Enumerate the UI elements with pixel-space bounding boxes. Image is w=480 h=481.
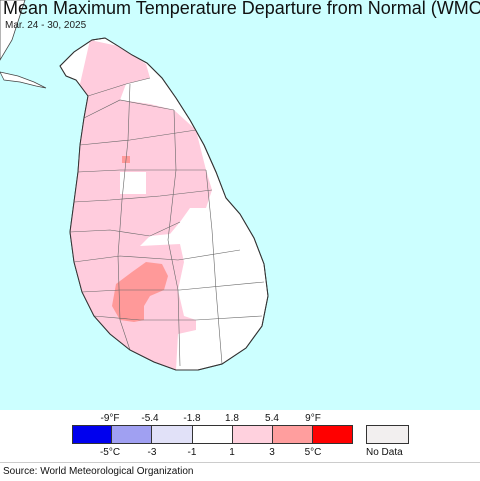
legend-top-label: 5.4 bbox=[265, 413, 279, 424]
map-subtitle: Mar. 24 - 30, 2025 bbox=[5, 20, 87, 31]
legend-swatch bbox=[72, 425, 112, 444]
legend-swatch bbox=[151, 425, 193, 444]
legend-bottom-label: 3 bbox=[269, 447, 275, 458]
map-title: Mean Maximum Temperature Departure from … bbox=[3, 0, 480, 18]
legend-swatch bbox=[312, 425, 353, 444]
no-data-swatch bbox=[366, 425, 409, 444]
legend-bottom-label: -3 bbox=[147, 447, 157, 458]
source-text: Source: World Meteorological Organizatio… bbox=[3, 466, 194, 477]
legend-swatch bbox=[272, 425, 313, 444]
india-coastline bbox=[0, 0, 26, 61]
legend-top-label: -5.4 bbox=[141, 413, 159, 424]
source-footer: Source: World Meteorological Organizatio… bbox=[0, 462, 480, 481]
map-panel: Mean Maximum Temperature Departure from … bbox=[0, 0, 480, 410]
legend-swatch bbox=[232, 425, 273, 444]
legend-top-label: -9°F bbox=[100, 413, 120, 424]
legend-bottom-label: 1 bbox=[229, 447, 235, 458]
legend-swatch bbox=[111, 425, 152, 444]
no-data-label: No Data bbox=[366, 447, 403, 458]
mannar-shoal bbox=[0, 71, 47, 89]
legend-top-label: 1.8 bbox=[225, 413, 239, 424]
legend-top-label: 9°F bbox=[305, 413, 321, 424]
sri-lanka-map bbox=[0, 0, 480, 410]
white-patch-north bbox=[120, 172, 146, 194]
color-legend: -9°F -5.4 -1.8 1.8 5.4 9°F -5°C -3 -1 1 … bbox=[0, 410, 480, 462]
district-boundaries bbox=[69, 77, 265, 367]
island-border bbox=[59, 37, 269, 371]
legend-swatch bbox=[192, 425, 233, 444]
legend-bottom-label: -5°C bbox=[99, 447, 121, 458]
legend-bottom-label: 5°C bbox=[304, 447, 322, 458]
anomaly-pink-west bbox=[70, 40, 212, 370]
legend-bottom-label: -1 bbox=[187, 447, 197, 458]
legend-top-label: -1.8 bbox=[183, 413, 201, 424]
anomaly-salmon-south bbox=[112, 262, 168, 322]
